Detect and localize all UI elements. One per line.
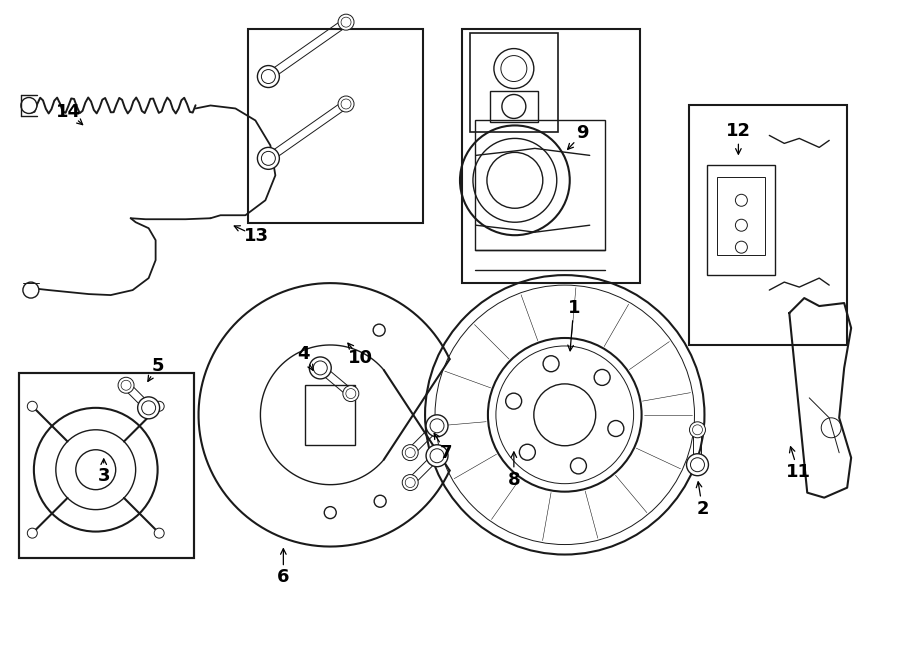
Circle shape [138,397,159,419]
Circle shape [426,415,448,437]
Text: 1: 1 [568,299,580,317]
Bar [19,373,194,557]
Circle shape [27,401,37,411]
Bar [689,105,847,345]
Text: 10: 10 [347,349,373,367]
Text: 9: 9 [577,124,589,142]
Circle shape [338,14,354,30]
Text: 3: 3 [97,467,110,485]
Circle shape [338,96,354,112]
Circle shape [689,422,706,438]
Bar [470,32,558,132]
Circle shape [687,453,708,476]
Circle shape [343,385,359,402]
Text: 6: 6 [277,569,290,587]
Text: 14: 14 [57,103,81,121]
Circle shape [502,95,526,118]
Circle shape [494,48,534,89]
Circle shape [154,528,164,538]
Circle shape [402,445,418,461]
Circle shape [22,282,39,298]
Circle shape [257,66,279,87]
Bar [707,166,775,275]
Circle shape [21,97,37,113]
Text: 5: 5 [151,357,164,375]
Text: 2: 2 [697,500,708,518]
Text: 4: 4 [297,345,310,363]
Circle shape [257,148,279,169]
Circle shape [310,357,331,379]
Bar [462,28,640,283]
Circle shape [118,377,134,393]
Text: 11: 11 [786,463,811,481]
Text: 7: 7 [440,444,453,461]
Bar [475,120,605,250]
Text: 8: 8 [508,471,520,489]
Bar [717,177,765,255]
Circle shape [402,475,418,491]
Circle shape [154,401,164,411]
Circle shape [426,445,448,467]
Text: 13: 13 [244,227,269,245]
Text: 12: 12 [726,122,751,140]
Bar [19,373,194,557]
Bar [248,28,423,223]
Bar [305,385,356,445]
Circle shape [27,528,37,538]
Bar [490,91,538,122]
